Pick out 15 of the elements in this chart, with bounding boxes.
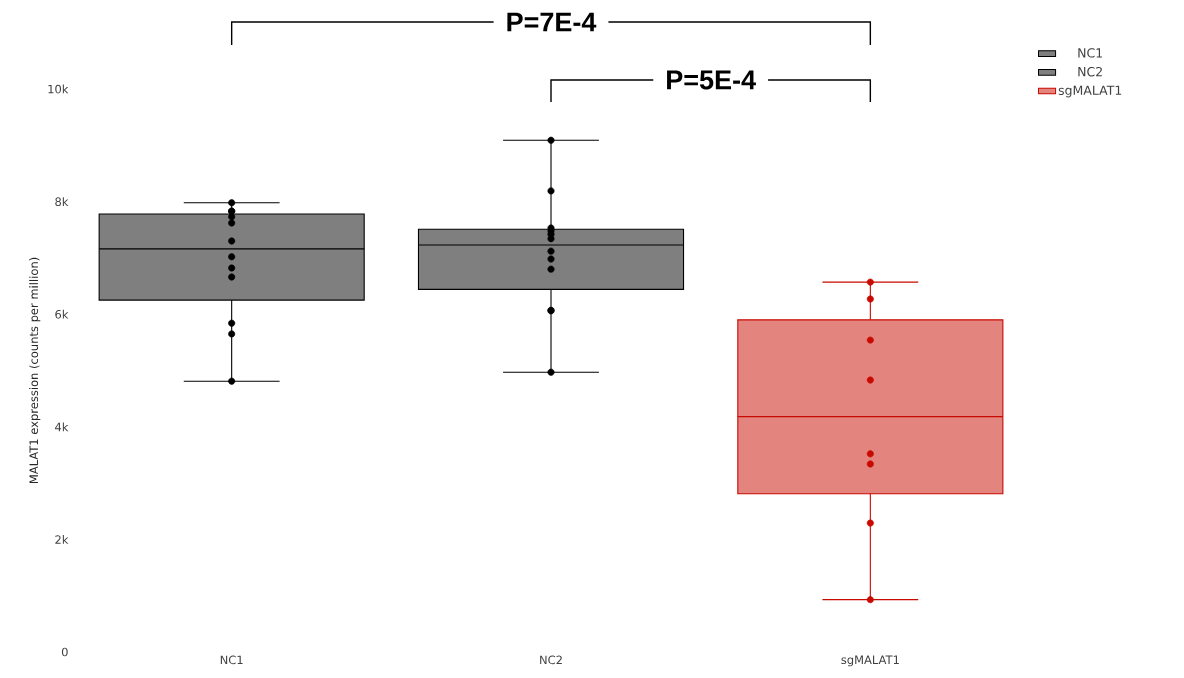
x-tick-label: sgMALAT1	[841, 655, 899, 667]
legend-label: NC1	[1078, 48, 1103, 58]
x-tick-label: NC2	[540, 655, 562, 665]
y-tick-label: 8k	[55, 197, 69, 207]
text: P=7E-4	[507, 12, 597, 32]
legend-label: NC2	[1078, 66, 1102, 77]
y-tick-label: 6k	[55, 309, 69, 319]
legend-label: sgMALAT1	[1058, 85, 1122, 98]
x-tick-label: NC1	[220, 655, 243, 665]
y-tick-label: 2k	[55, 535, 69, 544]
y-tick-label: 10k	[48, 84, 69, 94]
y-axis-title: MALAT1 expression (counts per million)	[29, 257, 41, 483]
y-tick-label: 0	[61, 647, 68, 657]
annotation: P=5E-4	[667, 70, 756, 90]
y-tick-label: 4k	[55, 422, 69, 432]
